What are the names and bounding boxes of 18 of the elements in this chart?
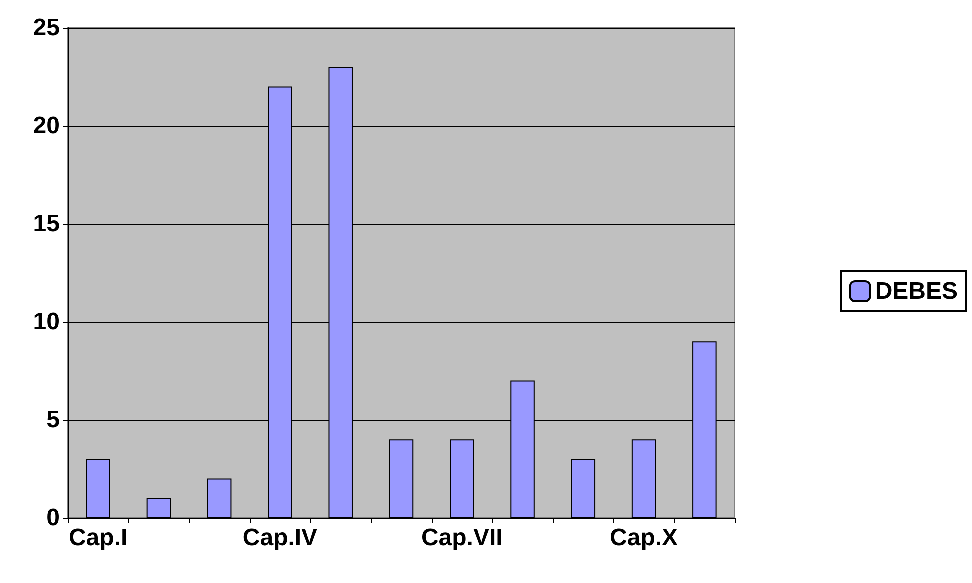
x-tick-label: Cap.VII [421, 524, 503, 552]
bar [450, 440, 474, 518]
y-tick-label: 0 [46, 504, 60, 532]
bar [389, 440, 414, 518]
y-tick-label: 5 [46, 406, 60, 434]
bar [146, 498, 172, 518]
x-tick-label: Cap.I [68, 524, 128, 552]
y-tick-label: 20 [33, 112, 60, 140]
bar [207, 478, 232, 518]
bar [571, 459, 596, 518]
x-tick-label: Cap.IV [242, 524, 318, 552]
bar [632, 440, 656, 518]
bar [86, 459, 110, 518]
y-tick-label: 15 [33, 210, 60, 238]
x-tick-label: Cap.X [610, 524, 678, 552]
y-tick-label: 25 [33, 14, 60, 42]
y-tick-label: 10 [33, 308, 60, 336]
legend-label: DEBES [875, 278, 958, 305]
